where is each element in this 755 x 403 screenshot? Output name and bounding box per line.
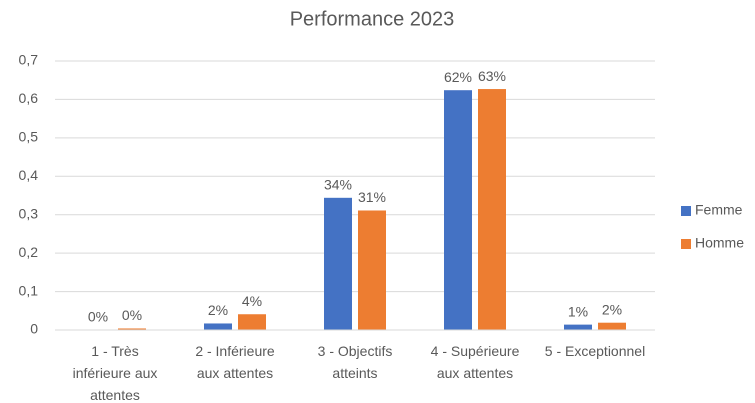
bar	[598, 322, 626, 330]
y-tick-label: 0,4	[19, 167, 39, 183]
bar	[204, 323, 232, 330]
value-label: 0%	[122, 307, 142, 323]
legend-swatch	[681, 239, 691, 249]
legend-label: Femme	[695, 202, 743, 218]
x-tick-label: 5 - Exceptionnel	[545, 343, 645, 359]
x-tick-label: 1 - Très inférieure aux attentes	[73, 343, 158, 403]
x-tick-label: 2 - Inférieure aux attentes	[195, 343, 275, 381]
value-label: 0%	[88, 308, 108, 324]
value-label: 31%	[358, 189, 386, 205]
value-label: 2%	[602, 301, 622, 317]
x-tick-label: 3 - Objectifs atteints	[318, 343, 393, 381]
y-tick-label: 0,7	[19, 52, 39, 68]
value-label: 1%	[568, 303, 588, 319]
value-label: 2%	[208, 302, 228, 318]
value-label: 63%	[478, 68, 506, 84]
bar	[358, 210, 386, 330]
legend-swatch	[681, 206, 691, 216]
bar	[444, 90, 472, 330]
y-tick-label: 0,2	[19, 244, 39, 260]
y-tick-label: 0,6	[19, 90, 39, 106]
y-tick-label: 0	[30, 321, 38, 337]
chart-title: Performance 2023	[290, 8, 455, 30]
bar	[118, 328, 146, 330]
value-label: 34%	[324, 177, 352, 193]
x-tick-label: 4 - Supérieure aux attentes	[431, 343, 520, 381]
value-label: 4%	[242, 293, 262, 309]
y-tick-label: 0,5	[19, 129, 39, 145]
bar	[478, 89, 506, 330]
legend-label: Homme	[695, 235, 744, 251]
value-label: 62%	[444, 69, 472, 85]
y-tick-label: 0,3	[19, 205, 39, 221]
bar	[324, 197, 352, 330]
bar	[238, 314, 266, 330]
y-tick-label: 0,1	[19, 282, 39, 298]
bar	[564, 324, 592, 330]
